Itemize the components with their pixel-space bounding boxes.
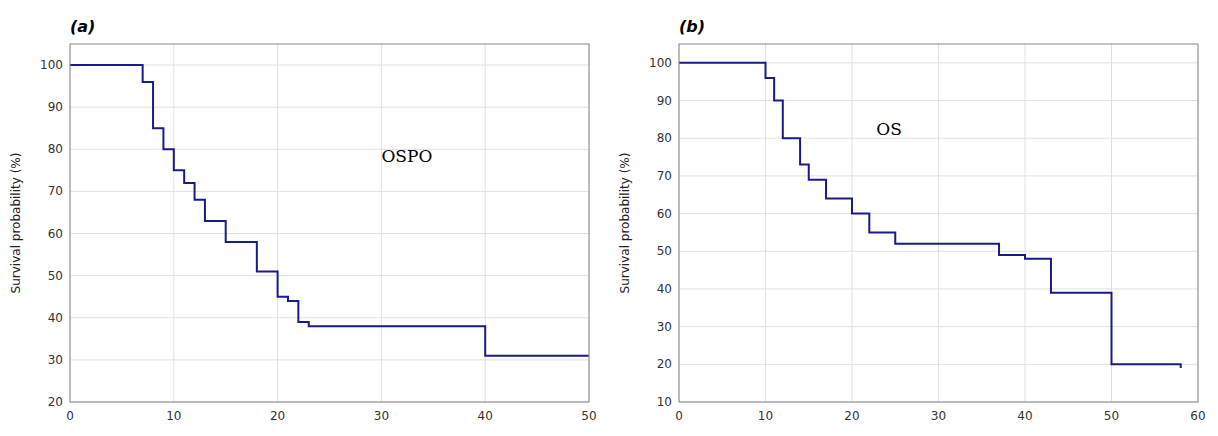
survival-curve (679, 63, 1181, 368)
survival-curve (70, 65, 589, 356)
grid-line (679, 288, 1198, 289)
curve-label: OSPO (381, 146, 432, 166)
y-tick-label: 70 (48, 184, 63, 198)
grid-line (679, 251, 1198, 252)
y-tick-label: 40 (48, 311, 63, 325)
grid-line (938, 44, 939, 402)
panel-title: (b) (679, 17, 705, 36)
grid-line (173, 44, 174, 402)
grid-line (679, 326, 1198, 327)
curve-label: OS (876, 119, 902, 139)
y-tick-label: 30 (48, 353, 63, 367)
panel: 0102030405060102030405060708090100OS(b)S… (618, 17, 1206, 423)
x-tick-label: 40 (1017, 409, 1032, 423)
grid-line (70, 317, 589, 318)
grid-line (70, 191, 589, 192)
x-tick-label: 30 (374, 409, 389, 423)
grid-line (852, 44, 853, 402)
y-tick-label: 40 (657, 282, 672, 296)
panel: 0 10 20 30 40 50 20 30 40 50 60 70 80 90 100 OSPO (a) Sur… (9, 17, 597, 423)
y-tick-label: 100 (649, 56, 672, 70)
x-tick-label: 50 (1104, 409, 1119, 423)
data-layer (70, 65, 589, 356)
y-tick-label: 100 (40, 58, 63, 72)
y-axis-label: Survival probability (%) (618, 153, 632, 294)
grid-line (381, 44, 382, 402)
figure: 010203040502030405060708090100OSPO(a)Sur… (0, 0, 1218, 436)
y-tick-label: 60 (48, 227, 63, 241)
plot-area (679, 44, 1198, 402)
grid-line (679, 100, 1198, 101)
grid-line (70, 275, 589, 276)
x-tick-label: 0 (675, 409, 683, 423)
y-axis-label: Survival probability (%) (9, 153, 23, 294)
x-tick-label: 0 (66, 409, 74, 423)
grid-line (765, 44, 766, 402)
x-tick-label: 50 (581, 409, 596, 423)
y-tick-label: 80 (48, 142, 63, 156)
y-tick-label: 70 (657, 169, 672, 183)
grid-line (679, 213, 1198, 214)
y-tick-label: 10 (657, 395, 672, 409)
y-tick-label: 30 (657, 320, 672, 334)
x-tick-label: 10 (758, 409, 773, 423)
x-tick-label: 20 (270, 409, 285, 423)
y-tick-label: 20 (48, 395, 63, 409)
grid-line (70, 359, 589, 360)
grid-line (70, 107, 589, 108)
grid-line (277, 44, 278, 402)
x-tick-label: 60 (1190, 409, 1205, 423)
y-tick-label: 90 (48, 100, 63, 114)
grid-line (70, 65, 589, 66)
grid-line (70, 149, 589, 150)
plot-frame (679, 44, 1198, 402)
grid-line (1025, 44, 1026, 402)
y-tick-label: 80 (657, 131, 672, 145)
y-tick-label: 20 (657, 357, 672, 371)
x-tick-label: 40 (478, 409, 493, 423)
x-tick-label: 20 (844, 409, 859, 423)
y-tick-label: 60 (657, 207, 672, 221)
x-tick-label: 30 (931, 409, 946, 423)
y-tick-label: 50 (48, 269, 63, 283)
plot-area (70, 44, 589, 402)
x-tick-label: 10 (166, 409, 181, 423)
panel-title: (a) (70, 17, 95, 36)
y-tick-label: 90 (657, 94, 672, 108)
plot-frame (70, 44, 589, 402)
data-layer (679, 63, 1181, 368)
y-tick-label: 50 (657, 244, 672, 258)
grid-line (679, 175, 1198, 176)
grid-line (70, 233, 589, 234)
grid-line (679, 138, 1198, 139)
